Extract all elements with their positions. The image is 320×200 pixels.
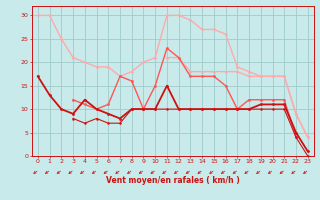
X-axis label: Vent moyen/en rafales ( km/h ): Vent moyen/en rafales ( km/h ) (106, 176, 240, 185)
